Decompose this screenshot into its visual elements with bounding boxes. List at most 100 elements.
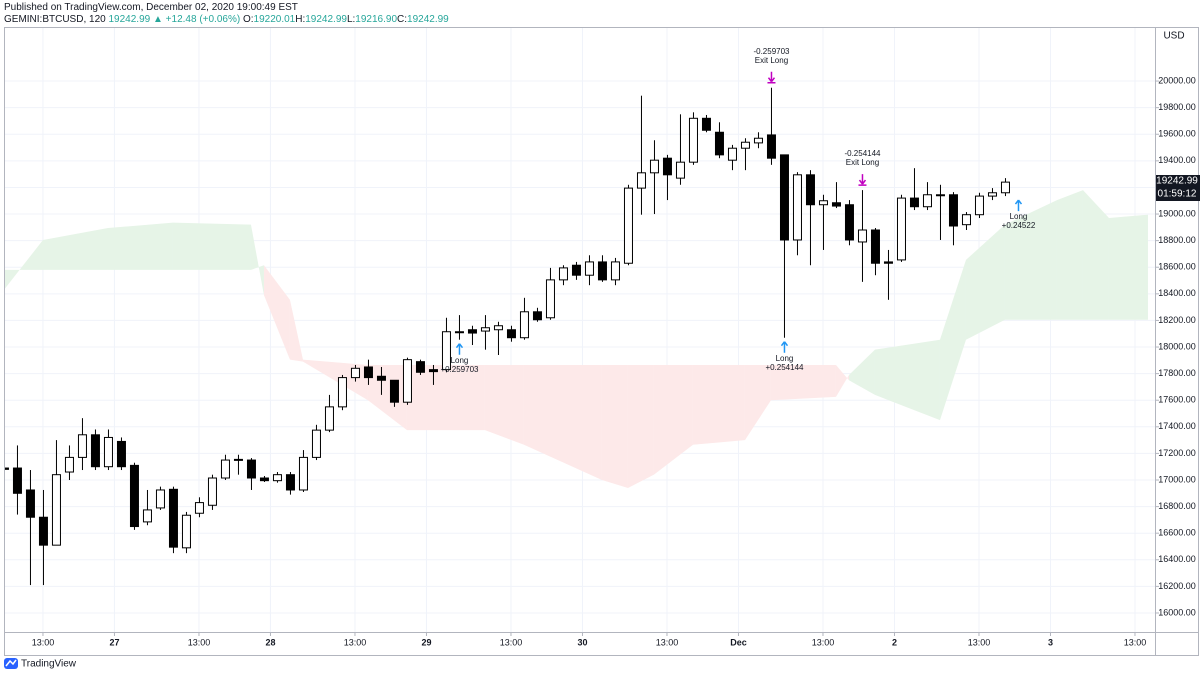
candle-body [441, 331, 451, 371]
axes: 16000.00 16200.00 16400.00 16600.00 16800.00… [32, 75, 1196, 647]
cloud-segment [770, 364, 836, 401]
signal-label: Long [1010, 212, 1028, 221]
y-tick-label: 17200.00 [1158, 448, 1196, 458]
candle-body [974, 195, 984, 216]
ohlc-value: 19216.90 [355, 14, 398, 25]
ohlc-label: O: [242, 14, 254, 25]
ohlc-value: 19242.99 [305, 14, 347, 25]
y-tick-label: 17000.00 [1158, 474, 1196, 484]
candle-body [77, 434, 87, 458]
candle-body [961, 214, 971, 226]
candle-body [363, 366, 373, 379]
candle-body [935, 194, 945, 197]
candle-body [883, 261, 893, 264]
candle-body [649, 159, 659, 174]
x-tick-label: 28 [265, 637, 275, 647]
ohlc-label: H: [295, 14, 306, 25]
candle-body [207, 477, 217, 506]
candle-body [766, 134, 776, 159]
y-tick-label: 19400.00 [1158, 155, 1196, 165]
signal-label: +0.24522 [1002, 221, 1036, 230]
cloud-segment [42, 228, 108, 270]
x-tick-label: Dec [730, 637, 747, 647]
candle-body [493, 325, 503, 331]
cloud-segment [627, 364, 654, 488]
ohlc: O:19220.01H:19242.99L:19216.90C:19242.99 [243, 14, 449, 25]
cloud-segment [484, 364, 524, 445]
signal-arrow [1014, 199, 1023, 212]
candle-body [857, 229, 867, 243]
candle-body [246, 459, 256, 479]
price-tag-label: 19242.99 [1156, 176, 1198, 187]
y-tick-label: 16000.00 [1158, 607, 1196, 617]
cloud-segment [1056, 190, 1083, 320]
cloud-segment [744, 364, 771, 441]
change-arrow: ▲ [152, 14, 163, 25]
candle-body [805, 174, 815, 206]
x-tick-label: 29 [421, 637, 431, 647]
candle-body [948, 194, 958, 227]
cloud [5, 190, 1148, 488]
candle-body [519, 311, 529, 339]
y-tick-label: 19000.00 [1158, 208, 1196, 218]
candle-body [558, 267, 568, 281]
cloud-segment [107, 222, 173, 270]
candle-body [610, 261, 620, 281]
cloud-segment [302, 359, 368, 401]
legend: GEMINI:BTCUSD, 120 19242.99 ▲ +12.48 (+0… [4, 14, 449, 25]
cloud-segment [601, 364, 628, 488]
signal-label: Long [776, 354, 794, 363]
signal-label: -0.254144 [844, 149, 881, 158]
signal-label: +0.259703 [440, 365, 479, 374]
cloud-segment [523, 364, 602, 481]
candle-body [155, 489, 165, 509]
x-tick-label: 13:00 [968, 637, 991, 647]
signal-label: -0.259703 [753, 47, 790, 56]
candle-body [584, 261, 594, 276]
candle-body [870, 229, 880, 264]
candle-body [779, 154, 789, 241]
candle-body [324, 406, 334, 431]
y-tick-label: 18000.00 [1158, 341, 1196, 351]
candle-body [116, 440, 126, 468]
candle-body [675, 161, 685, 179]
candle-body [831, 202, 841, 207]
candle-body [259, 477, 269, 482]
candle-body [896, 197, 906, 261]
y-tick-label: 16200.00 [1158, 581, 1196, 591]
candle-body [688, 117, 698, 163]
signal-arrow [858, 174, 867, 186]
y-tick-label: 19600.00 [1158, 129, 1196, 139]
cloud-segment [289, 299, 303, 362]
signal-arrow [767, 71, 776, 84]
candle-body [337, 377, 347, 408]
candle-body [376, 375, 386, 381]
candle-body [38, 516, 48, 546]
cloud-segment [692, 364, 745, 445]
y-tick-label: 18800.00 [1158, 235, 1196, 245]
candle-body [506, 329, 516, 339]
x-tick-label: 13:00 [500, 637, 523, 647]
published: Published on TradingView.com, December 0… [4, 2, 298, 13]
candle-body [428, 369, 438, 373]
x-tick-label: 13:00 [344, 637, 367, 647]
candle-body [389, 379, 399, 403]
currency: USD [1163, 31, 1184, 42]
candle-body [662, 157, 672, 176]
price-tag [1156, 175, 1200, 201]
x-tick-label: 2 [892, 637, 897, 647]
y-tick-label: 19800.00 [1158, 102, 1196, 112]
x-tick-label: 13:00 [656, 637, 679, 647]
candle-body [454, 331, 464, 334]
candle-body [740, 141, 750, 149]
ohlc-value: 19220.01 [253, 14, 296, 25]
y-tick-label: 17800.00 [1158, 368, 1196, 378]
candle-body [285, 474, 295, 491]
cloud-segment [172, 222, 251, 270]
y-tick-label: 16400.00 [1158, 554, 1196, 564]
y-tick-label: 18200.00 [1158, 315, 1196, 325]
x-tick-label: 13:00 [32, 637, 55, 647]
y-tick-label: 17400.00 [1158, 421, 1196, 431]
candle-body [727, 147, 737, 161]
